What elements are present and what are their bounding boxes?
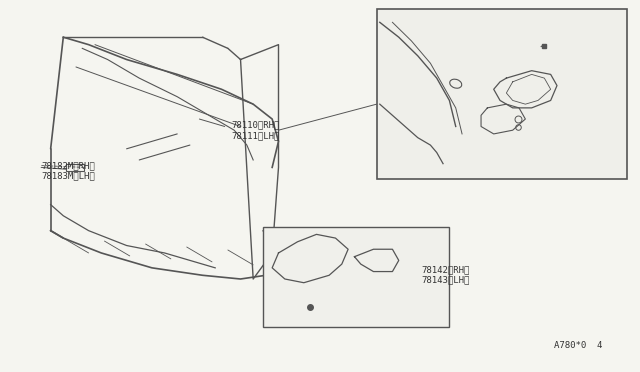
Bar bbox=[262, 227, 449, 327]
Bar bbox=[376, 9, 627, 179]
Text: 78143〈LH〉: 78143〈LH〉 bbox=[421, 276, 469, 285]
Text: 78112J: 78112J bbox=[566, 124, 599, 133]
Text: 78182M〈RH〉: 78182M〈RH〉 bbox=[41, 161, 95, 170]
Text: ©08310-5105C: ©08310-5105C bbox=[516, 35, 580, 44]
Text: RH SIDE: RH SIDE bbox=[386, 18, 428, 28]
Text: 78183M〈LH〉: 78183M〈LH〉 bbox=[41, 171, 95, 180]
Text: 78810D: 78810D bbox=[566, 115, 599, 124]
Text: (2): (2) bbox=[535, 46, 551, 55]
Bar bbox=[67, 164, 84, 171]
Text: 78142〈RH〉: 78142〈RH〉 bbox=[421, 265, 469, 274]
Text: [0796-0798]: [0796-0798] bbox=[566, 134, 626, 143]
Text: 78111〈LH〉: 78111〈LH〉 bbox=[231, 131, 280, 140]
Text: 78815P: 78815P bbox=[408, 74, 440, 83]
Text: 78110〈RH〉: 78110〈RH〉 bbox=[231, 120, 280, 129]
Text: 78810: 78810 bbox=[566, 92, 593, 101]
Text: 78110: 78110 bbox=[566, 161, 593, 170]
Text: A780*0  4: A780*0 4 bbox=[554, 341, 602, 350]
